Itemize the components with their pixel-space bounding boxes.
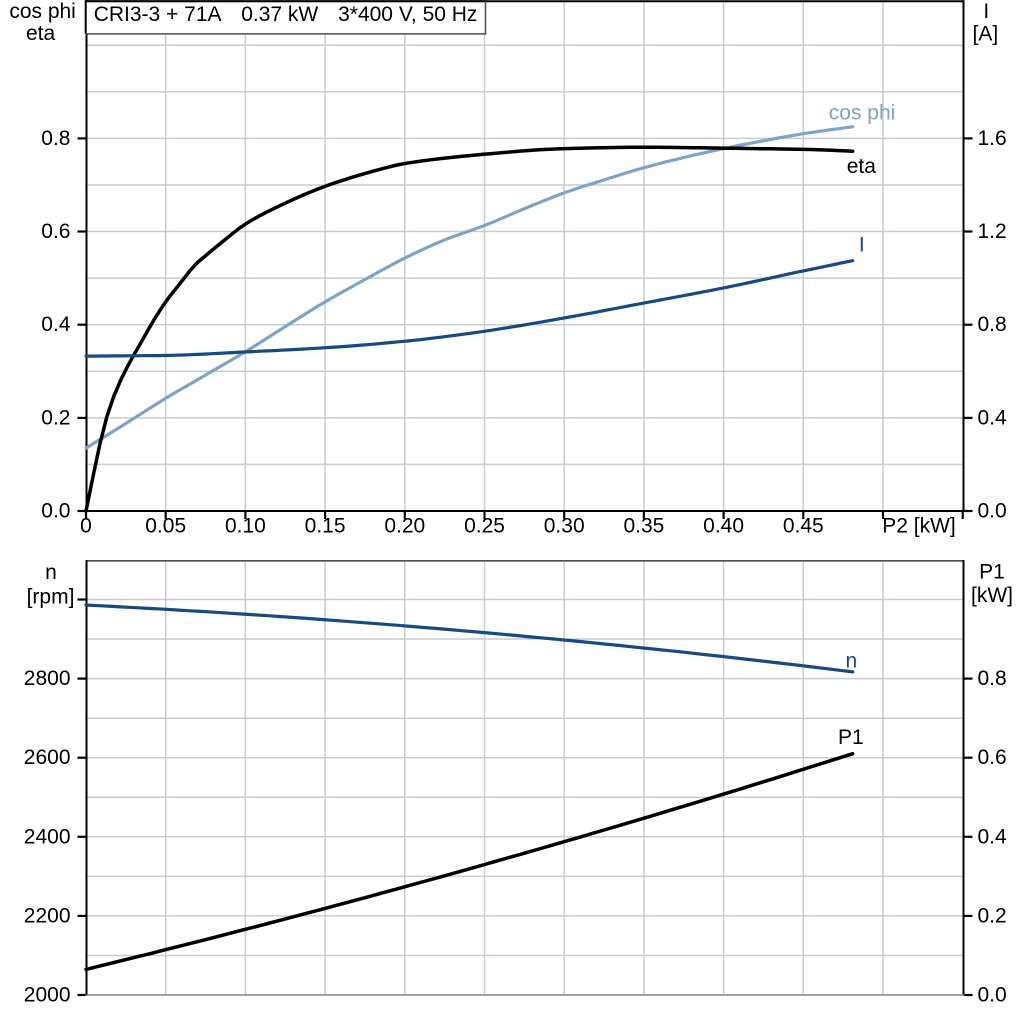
- svg-text:0.0: 0.0: [978, 500, 1007, 523]
- svg-text:CRI3-3 + 71A: CRI3-3 + 71A: [94, 3, 222, 26]
- svg-text:0.0: 0.0: [978, 984, 1007, 1007]
- svg-text:2000: 2000: [24, 984, 71, 1007]
- svg-text:P2 [kW]: P2 [kW]: [882, 515, 956, 538]
- svg-text:eta: eta: [26, 22, 56, 45]
- svg-text:[rpm]: [rpm]: [27, 585, 75, 608]
- svg-text:cos phi: cos phi: [9, 0, 76, 23]
- svg-text:2600: 2600: [24, 746, 71, 769]
- svg-text:P1: P1: [838, 726, 864, 749]
- svg-text:3*400 V, 50 Hz: 3*400 V, 50 Hz: [338, 3, 477, 26]
- svg-text:2200: 2200: [24, 904, 71, 927]
- svg-text:[A]: [A]: [973, 22, 999, 45]
- svg-text:0.10: 0.10: [225, 515, 266, 538]
- svg-text:0.30: 0.30: [544, 515, 585, 538]
- svg-text:0.25: 0.25: [464, 515, 505, 538]
- svg-text:0.45: 0.45: [783, 515, 824, 538]
- svg-text:0.37 kW: 0.37 kW: [241, 3, 318, 26]
- svg-text:0.6: 0.6: [41, 220, 70, 243]
- svg-text:0.0: 0.0: [41, 500, 70, 523]
- svg-text:0.40: 0.40: [703, 515, 744, 538]
- svg-text:0.4: 0.4: [978, 406, 1008, 429]
- svg-text:cos phi: cos phi: [829, 101, 896, 124]
- svg-text:I: I: [859, 234, 865, 257]
- svg-text:0: 0: [80, 515, 92, 538]
- svg-text:0.35: 0.35: [623, 515, 664, 538]
- svg-text:2400: 2400: [24, 825, 71, 848]
- svg-text:1.6: 1.6: [978, 127, 1007, 150]
- svg-text:0.8: 0.8: [978, 667, 1007, 690]
- svg-text:n: n: [846, 650, 858, 673]
- svg-text:0.8: 0.8: [41, 127, 70, 150]
- svg-text:eta: eta: [847, 155, 877, 178]
- svg-text:0.05: 0.05: [145, 515, 186, 538]
- svg-text:I: I: [983, 0, 989, 23]
- svg-text:1.2: 1.2: [978, 220, 1007, 243]
- svg-text:n: n: [45, 561, 57, 584]
- svg-text:P1: P1: [979, 561, 1005, 584]
- svg-text:[kW]: [kW]: [971, 584, 1013, 607]
- svg-text:0.6: 0.6: [978, 746, 1007, 769]
- svg-text:2800: 2800: [24, 667, 71, 690]
- svg-text:0.15: 0.15: [305, 515, 346, 538]
- svg-text:0.20: 0.20: [384, 515, 425, 538]
- svg-text:0.4: 0.4: [41, 313, 71, 336]
- svg-text:0.2: 0.2: [41, 406, 70, 429]
- svg-text:0.4: 0.4: [978, 825, 1008, 848]
- svg-text:0.8: 0.8: [978, 313, 1007, 336]
- svg-text:0.2: 0.2: [978, 904, 1007, 927]
